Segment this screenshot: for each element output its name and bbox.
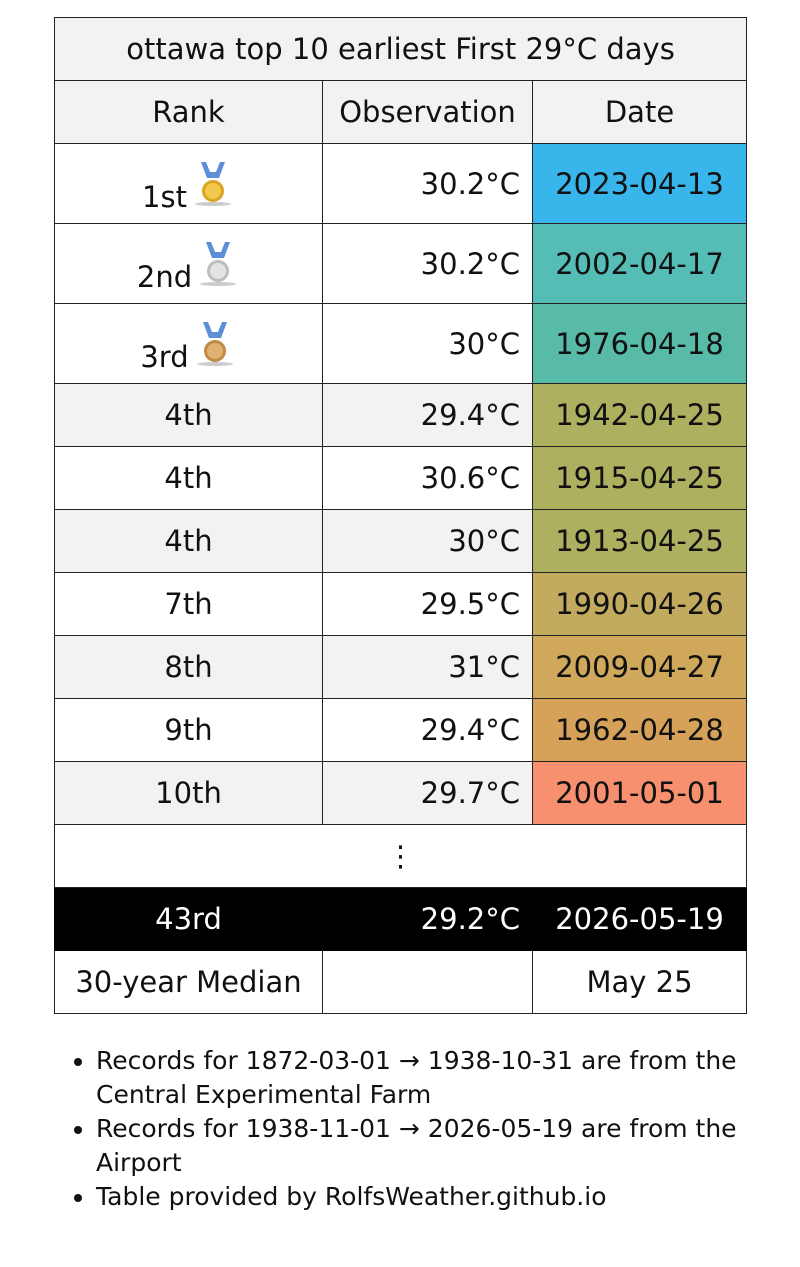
observation: 31°C [322,635,533,699]
rank-cell: 10th [54,761,323,825]
rank-cell: 4th [54,446,323,510]
table-wrap: ottawa top 10 earliest First 29°C days R… [53,17,748,1214]
header-cell: Date [531,80,748,144]
rank-cell: 4th [54,509,323,573]
observation: 30°C [322,509,533,573]
date: 2002-04-17 [531,223,748,304]
observation: 29.7°C [322,761,533,825]
date: 2001-05-01 [531,761,748,825]
observation: 30.6°C [322,446,533,510]
table-row: 3rd 30°C 1976-04-18 [54,303,748,384]
table-row: 10th 29.7°C 2001-05-01 [54,761,748,825]
medal-icon [196,321,233,366]
rank-cell: 7th [54,572,323,636]
note: Table provided by RolfsWeather.github.io [96,1180,746,1214]
date: 1942-04-25 [531,383,748,447]
median-row: 30-year Median May 25 [54,950,748,1014]
rank: 1st [142,179,187,214]
rank-cell: 8th [54,635,323,699]
rank-cell: 2nd [54,223,323,304]
rank: 43rd [54,887,323,951]
rank-cell: 1st [54,143,323,224]
header-cell: Observation [322,80,533,144]
date: 1990-04-26 [531,572,748,636]
rank: 3rd [140,339,189,374]
observation [322,950,533,1014]
title-row: ottawa top 10 earliest First 29°C days [53,17,748,81]
date: 1913-04-25 [531,509,748,573]
observation: 30.2°C [322,143,533,224]
rank-cell: 3rd [54,303,323,384]
date: 2026-05-19 [531,887,748,951]
observation: 29.4°C [322,383,533,447]
date: 1976-04-18 [531,303,748,384]
observation: 30°C [322,303,533,384]
rank-medal: 1st [142,160,235,214]
table-row: 4th 30°C 1913-04-25 [54,509,748,573]
observation: 29.5°C [322,572,533,636]
date: 1915-04-25 [531,446,748,510]
rank-cell: 4th [54,383,323,447]
records-table: ottawa top 10 earliest First 29°C days R… [53,17,748,1014]
rank-medal: 3rd [140,320,236,374]
ellipsis-row: ⋮ [53,824,748,888]
table-body: ottawa top 10 earliest First 29°C days R… [53,17,748,1014]
header-row: Rank Observation Date [54,80,748,144]
rank: 30-year Median [54,950,323,1014]
table-title: ottawa top 10 earliest First 29°C days [53,17,748,81]
table-row: 9th 29.4°C 1962-04-28 [54,698,748,762]
observation: 29.4°C [322,698,533,762]
table-row: 4th 29.4°C 1942-04-25 [54,383,748,447]
note: Records for 1938-11-01 → 2026-05-19 are … [96,1112,746,1180]
observation: 30.2°C [322,223,533,304]
table-row: 8th 31°C 2009-04-27 [54,635,748,699]
ellipsis: ⋮ [53,824,748,888]
rank-cell: 9th [54,698,323,762]
date: 1962-04-28 [531,698,748,762]
table-row: 4th 30.6°C 1915-04-25 [54,446,748,510]
table-row: 2nd 30.2°C 2002-04-17 [54,223,748,304]
rank-medal: 2nd [137,240,240,294]
current-row: 43rd 29.2°C 2026-05-19 [54,887,748,951]
rank: 2nd [136,259,193,294]
table-row: 1st 30.2°C 2023-04-13 [54,143,748,224]
notes: Records for 1872-03-01 → 1938-10-31 are … [54,1044,746,1214]
header-cell: Rank [54,80,323,144]
date: 2009-04-27 [531,635,748,699]
medal-icon [194,161,231,206]
date: May 25 [531,950,748,1014]
observation: 29.2°C [322,887,533,951]
medal-icon [200,241,237,286]
date: 2023-04-13 [531,143,748,224]
table-row: 7th 29.5°C 1990-04-26 [54,572,748,636]
note: Records for 1872-03-01 → 1938-10-31 are … [96,1044,746,1112]
